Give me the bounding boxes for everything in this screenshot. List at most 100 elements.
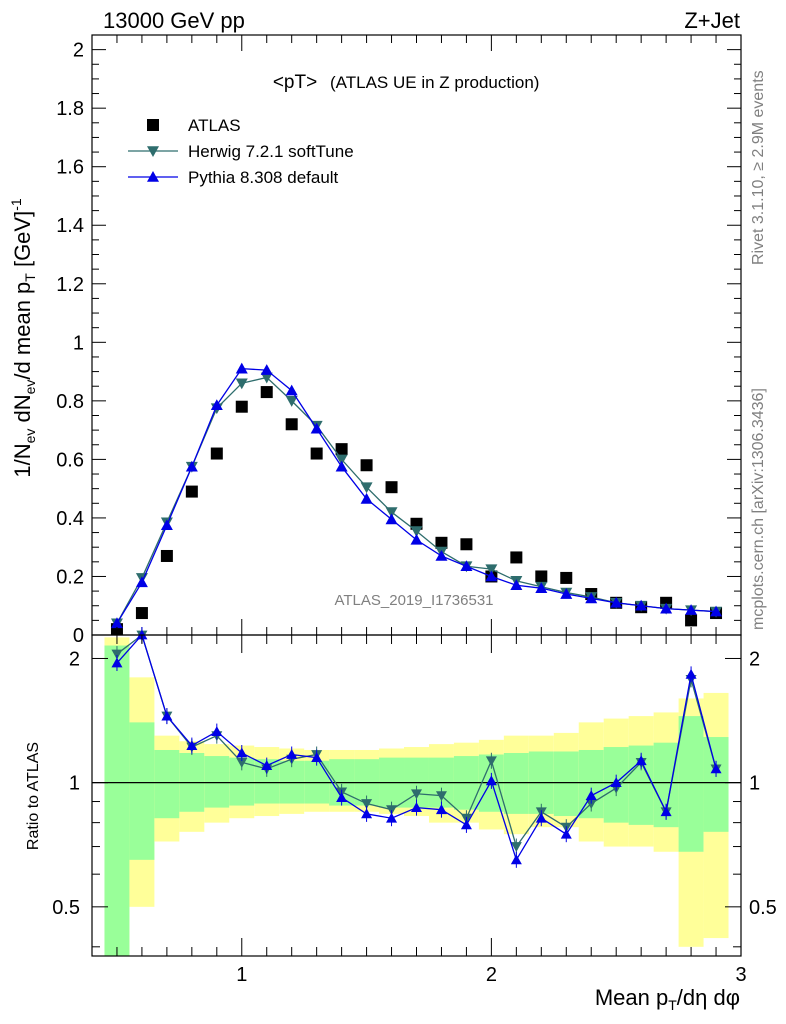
green-band (703, 737, 729, 832)
data-point (185, 485, 198, 498)
series-line (116, 367, 717, 624)
data-point (410, 533, 423, 545)
data-point (135, 576, 148, 588)
data-point (160, 549, 173, 562)
y-tick-label: 1 (73, 332, 84, 354)
ratio-point (585, 799, 597, 810)
data-point (260, 372, 273, 384)
ratio-point (510, 842, 522, 853)
legend-label: ATLAS (188, 116, 241, 135)
y-tick-label: 1.6 (56, 157, 84, 179)
x-tick-label: 1 (236, 964, 247, 986)
ratio-y-tick-label-right: 1 (749, 773, 760, 795)
ratio-point (710, 763, 722, 774)
ratio-y-tick-label: 2 (69, 648, 80, 670)
data-point (460, 560, 473, 572)
data-point (110, 617, 123, 629)
ratio-point (361, 808, 373, 819)
series-herwig-7-2-1-softtune (110, 372, 723, 630)
ratio-point (286, 749, 298, 759)
legend-label: Pythia 8.308 default (188, 168, 339, 187)
data-point (160, 519, 173, 531)
ratio-point (585, 790, 597, 801)
data-point (435, 536, 448, 549)
data-point (560, 588, 573, 599)
ratio-point (186, 740, 198, 750)
y-tick-label: 0.2 (56, 566, 84, 588)
legend-label: Herwig 7.2.1 softTune (188, 142, 354, 161)
y-tick-label: 0.8 (56, 391, 84, 413)
green-band (129, 722, 155, 860)
ratio-point (660, 806, 672, 817)
data-point (285, 396, 298, 407)
data-point (510, 579, 523, 591)
data-point (660, 602, 673, 614)
series-line (116, 376, 717, 624)
ratio-point (435, 791, 447, 802)
y-tick-label: 0.4 (56, 508, 84, 530)
ratio-point (510, 854, 522, 865)
ratio-y-axis-label: Ratio to ATLAS (25, 742, 42, 850)
green-band (553, 751, 579, 817)
ratio-point (236, 747, 248, 758)
data-point (585, 592, 598, 604)
legend-marker (147, 146, 159, 157)
data-point (685, 614, 698, 627)
data-point (685, 604, 698, 615)
data-point (560, 571, 573, 584)
series-pythia-8-308-default (110, 362, 723, 629)
ratio-point (411, 802, 422, 813)
x-axis-label: Mean pT/dη dφ (595, 985, 740, 1013)
data-point (635, 599, 648, 611)
data-point (360, 482, 373, 494)
data-point (385, 507, 398, 519)
data-point (335, 443, 348, 456)
data-point (210, 399, 223, 411)
ratio-y-tick-label: 1 (69, 773, 80, 795)
analysis-watermark: ATLAS_2019_I1736531 (334, 592, 493, 609)
y-axis-label: 1/Nev dNev/d mean pT [GeV]-1 (8, 198, 38, 478)
y-tick-label: 1.4 (56, 215, 84, 237)
ratio-point (485, 756, 497, 767)
data-point (310, 422, 323, 434)
green-band (204, 756, 230, 808)
main-plot-panel: <pT> (ATLAS UE in Z production) ATLAS_20… (8, 34, 742, 647)
data-point (360, 492, 373, 504)
data-point (310, 447, 323, 460)
y-tick-label: 2 (73, 40, 84, 62)
data-point (285, 418, 298, 431)
data-point (535, 570, 548, 583)
ratio-point (460, 819, 472, 830)
data-point (135, 607, 148, 620)
ratio-point (435, 804, 447, 815)
x-tick-label: 3 (735, 964, 746, 986)
data-point (235, 362, 248, 374)
data-point (435, 549, 448, 561)
data-point (535, 582, 548, 593)
ratio-point (311, 752, 323, 763)
header-left-label: 13000 GeV pp (103, 8, 245, 33)
data-point (260, 364, 273, 375)
ratio-y-tick-label-right: 0.5 (749, 897, 777, 919)
ratio-point (111, 657, 123, 668)
ratio-point (211, 726, 223, 736)
y-tick-label: 0.6 (56, 449, 84, 471)
ratio-y-tick-label: 0.5 (52, 897, 80, 919)
legend: ATLAS Herwig 7.2.1 softTune Pythia 8.308 d… (128, 116, 354, 187)
y-tick-label: 1.8 (56, 98, 84, 120)
ratio-series-pythia-8-308-default (111, 627, 722, 868)
data-point (385, 513, 398, 525)
legend-entry: Pythia 8.308 default (128, 168, 339, 187)
legend-entry: ATLAS (147, 116, 241, 135)
ratio-y-tick-label-right: 2 (749, 648, 760, 670)
data-point (260, 386, 273, 399)
ratio-point (236, 757, 248, 768)
ratio-point (161, 710, 173, 721)
green-band (104, 645, 130, 956)
ratio-point (610, 777, 622, 788)
legend-marker (147, 171, 159, 182)
data-point (335, 460, 348, 472)
data-point (235, 400, 248, 413)
ratio-point (485, 775, 497, 786)
data-point (460, 538, 473, 551)
